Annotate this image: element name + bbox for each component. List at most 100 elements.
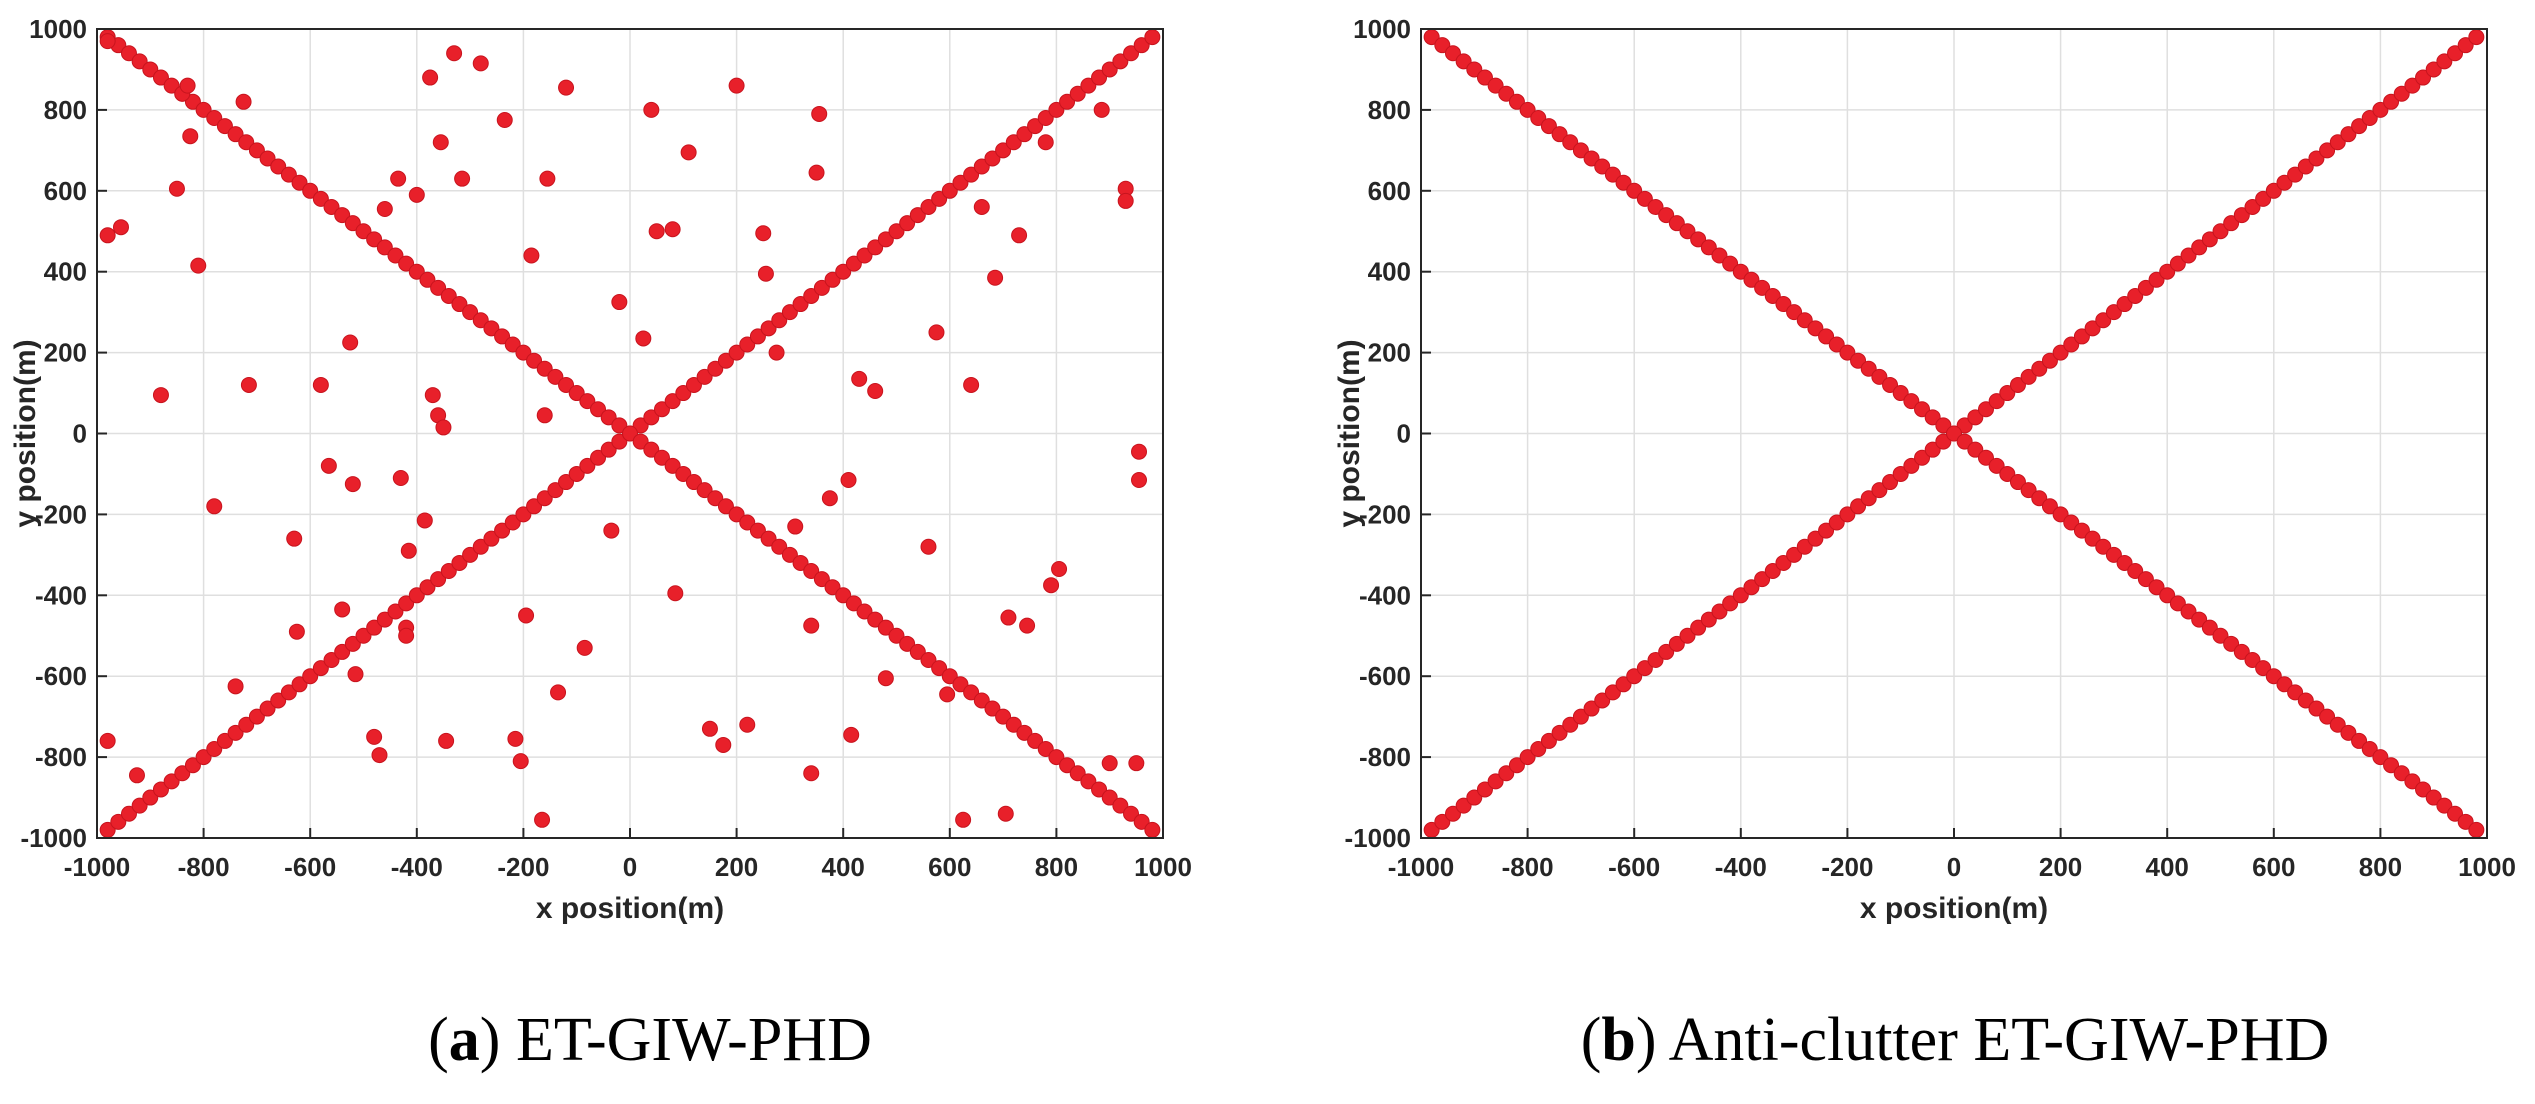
panel-b-target-track-ascending-point <box>1615 676 1632 693</box>
panel-a-target-track-descending-point <box>152 69 169 86</box>
panel-a-clutter-point <box>424 387 441 404</box>
panel-a-clutter-point <box>536 407 553 424</box>
panel-a-target-track-descending-point <box>366 231 383 248</box>
panel-b-target-track-ascending-point <box>2052 344 2069 361</box>
panel-a-target-track-ascending-point <box>984 150 1001 167</box>
panel-b-target-track-ascending-point <box>1583 700 1600 717</box>
panel-a-scatter-chart: -1000 -800 -600 -400 -200 0 200 400 600 800 1000 -1… <box>9 14 1192 1074</box>
panel-b-y-tick-label: -1000 <box>1345 823 1412 853</box>
panel-a-target-track-ascending-point <box>813 279 830 296</box>
panel-a-target-track-ascending-point <box>749 328 766 345</box>
panel-b-target-track-descending-point <box>2425 789 2442 806</box>
panel-a-target-track-descending-point <box>590 401 607 418</box>
panel-a-target-track-ascending-point <box>653 401 670 418</box>
panel-b-target-track-ascending-point <box>1594 692 1611 709</box>
panel-a-target-track-descending-point <box>1027 732 1044 749</box>
panel-b-target-track-descending-point <box>1914 401 1931 418</box>
panel-b-target-track-descending-point <box>1977 449 1994 466</box>
panel-a-caption-letter: a <box>449 1006 480 1074</box>
panel-a-target-track-descending-point <box>504 336 521 353</box>
panel-a-target-track-ascending-point <box>376 611 393 628</box>
panel-b-target-track-ascending-point <box>2191 239 2208 256</box>
panel-a-target-track-ascending-point <box>163 773 180 790</box>
panel-a-clutter-point <box>518 607 535 624</box>
panel-a-clutter-point <box>576 639 593 656</box>
panel-b-target-track-descending-point <box>1882 376 1899 393</box>
panel-a-target-track-ascending-point <box>504 514 521 531</box>
panel-a-y-axis-label: y position(m) <box>9 339 42 527</box>
panel-a-clutter-point <box>611 294 628 311</box>
panel-a-target-track-ascending-point <box>1101 61 1118 78</box>
panel-a-caption-text: ET-GIW-PHD <box>516 1006 872 1074</box>
panel-b-target-track-descending-point <box>1487 77 1504 94</box>
panel-b-target-track-descending-point <box>1700 239 1717 256</box>
panel-a-clutter-point <box>342 334 359 351</box>
panel-b-target-track-descending-point <box>2063 514 2080 531</box>
panel-b-target-track-ascending-point <box>1892 465 1909 482</box>
panel-a-clutter-point <box>757 265 774 282</box>
panel-b-target-track-ascending-point <box>2287 166 2304 183</box>
panel-a-clutter-point <box>997 805 1014 822</box>
panel-a-clutter-point <box>523 247 540 264</box>
panel-b-target-track-descending-point <box>1679 223 1696 240</box>
panel-b-target-track-ascending-point <box>2063 336 2080 353</box>
panel-b-target-track-descending-point <box>2052 506 2069 523</box>
panel-a-clutter-point <box>728 77 745 94</box>
panel-a-clutter-point <box>963 376 980 393</box>
panel-a-clutter-point <box>179 77 196 94</box>
panel-a-y-tick-label: 200 <box>44 338 87 368</box>
panel-a-clutter-point <box>803 765 820 782</box>
panel-a-clutter-point <box>680 144 697 161</box>
panel-a-target-track-descending-point <box>163 77 180 94</box>
panel-b-x-tick-label: 200 <box>2039 852 2082 882</box>
panel-b-target-track-descending-point <box>2319 708 2336 725</box>
panel-a-clutter-point <box>701 720 718 737</box>
panel-a-data-points <box>99 29 1161 838</box>
panel-b-target-track-descending-point <box>2137 571 2154 588</box>
panel-a-target-track-ascending-point <box>728 344 745 361</box>
panel-a-target-track-descending-point <box>579 393 596 410</box>
panel-b-target-track-descending-point <box>2084 530 2101 547</box>
panel-a-clutter-point <box>1101 755 1118 772</box>
panel-a-clutter-point <box>312 376 329 393</box>
panel-b-target-track-descending-point <box>2340 724 2357 741</box>
panel-a-x-tick-label: -600 <box>284 852 336 882</box>
panel-a-target-track-ascending-point <box>366 619 383 636</box>
panel-a-target-track-descending-point <box>451 296 468 313</box>
panel-a-target-track-descending-point <box>803 563 820 580</box>
panel-b-caption-close-paren: ) <box>1636 1006 1669 1074</box>
panel-a-target-track-descending-point <box>877 619 894 636</box>
panel-b-target-track-ascending-point <box>1508 757 1525 774</box>
panel-a-target-track-descending-point <box>259 150 276 167</box>
panel-a-target-track-ascending-point <box>1048 101 1065 118</box>
panel-b-target-track-descending-point <box>1828 336 1845 353</box>
panel-b-target-track-descending-point <box>1860 360 1877 377</box>
panel-b-y-tick-label: 800 <box>1368 95 1411 125</box>
panel-b-target-track-ascending-point <box>2308 150 2325 167</box>
panel-b-target-track-ascending-point <box>1967 409 1984 426</box>
panel-a-target-track-ascending-point <box>590 449 607 466</box>
panel-a-target-track-ascending-point <box>110 813 127 830</box>
panel-a-target-track-descending-point <box>312 190 329 207</box>
panel-b-target-track-ascending-point <box>2159 263 2176 280</box>
panel-a-target-track-ascending-point <box>355 627 372 644</box>
panel-b-target-track-ascending-point <box>1775 554 1792 571</box>
panel-a-clutter-point <box>1131 443 1148 460</box>
panel-b-x-tick-label: 800 <box>2359 852 2402 882</box>
panel-a-x-tick-label: -200 <box>497 852 549 882</box>
panel-a-target-track-descending-point <box>238 134 255 151</box>
panel-b-target-track-descending-point <box>1956 433 1973 450</box>
panel-a-target-track-descending-point <box>653 449 670 466</box>
panel-a-target-track-descending-point <box>526 352 543 369</box>
panel-a-target-track-ascending-point <box>1069 85 1086 102</box>
panel-a-target-track-descending-point <box>1037 741 1054 758</box>
panel-a-target-track-descending-point <box>899 635 916 652</box>
panel-a-target-track-descending-point <box>824 579 841 596</box>
panel-b-target-track-ascending-point <box>1540 732 1557 749</box>
panel-a-target-track-ascending-point <box>440 563 457 580</box>
panel-b-target-track-descending-point <box>1732 263 1749 280</box>
panel-b-target-track-descending-point <box>1658 207 1675 224</box>
panel-a-target-track-ascending-point <box>195 749 212 766</box>
panel-a-clutter-point <box>928 324 945 341</box>
panel-a-clutter-point <box>939 686 956 703</box>
